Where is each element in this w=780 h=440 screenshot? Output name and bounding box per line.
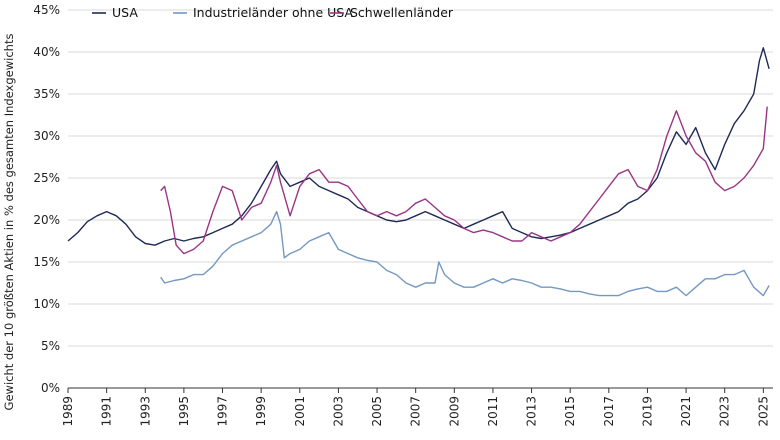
x-tick-label: 2023 [718,396,732,427]
y-tick-label: 5% [41,339,60,353]
x-tick-label: 2019 [640,396,654,427]
x-tick-label: 2015 [563,396,577,427]
y-tick-label: 15% [33,255,60,269]
y-tick-label: 30% [33,129,60,143]
x-tick-label: 1999 [254,396,268,427]
x-tick-label: 2025 [756,396,770,427]
y-tick-label: 40% [33,45,60,59]
x-tick-label: 1991 [100,396,114,427]
x-tick-label: 1995 [177,396,191,427]
x-tick-label: 2005 [370,396,384,427]
grid-lines [68,9,773,389]
x-tick-label: 2003 [331,396,345,427]
legend: USA Industrieländer ohne USASchwellenländ… [92,5,454,20]
series-line-0 [67,47,770,246]
legend-label: Schwellenländer [350,5,454,20]
y-tick-label: 35% [33,87,60,101]
series-line-2 [160,106,768,255]
legend-label: USA [112,5,138,20]
x-tick-label: 1993 [138,396,152,427]
x-tick-label: 1997 [216,396,230,427]
y-tick-label: 0% [41,381,60,395]
y-tick-label: 25% [33,171,60,185]
x-tick-label: 2013 [525,396,539,427]
x-tick-label: 2007 [409,396,423,427]
series-line-1 [160,210,770,297]
x-tick-label: 1989 [61,396,75,427]
y-tick-label: 10% [33,297,60,311]
x-tick-label: 2009 [447,396,461,427]
y-axis: 0% 5% 10% 15% 20% 25% 30% 35% 40% 45% [33,3,60,395]
x-tick-label: 2001 [293,396,307,427]
y-tick-label: 45% [33,3,60,17]
series-lines [67,47,770,297]
x-tick-label: 2017 [602,396,616,427]
x-tick-label: 2011 [486,396,500,427]
x-tick-label: 2021 [679,396,693,427]
y-tick-label: 20% [33,213,60,227]
x-axis: 1989 1991 1993 1995 1997 1999 2001 2003 2005 2007… [61,387,773,427]
legend-label: Industrieländer ohne USA [193,5,353,20]
y-axis-title: Gewicht der 10 größten Aktien in % des g… [2,34,16,411]
